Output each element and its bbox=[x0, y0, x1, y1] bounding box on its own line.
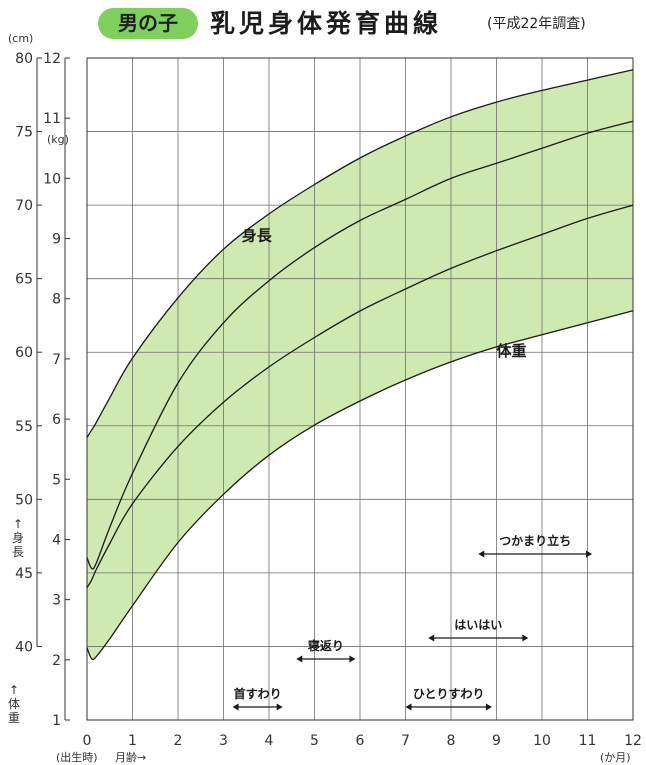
left-tick-label: 75 bbox=[15, 125, 33, 141]
curve-height-lower bbox=[86, 204, 634, 588]
milestone-arrow-right bbox=[485, 703, 492, 711]
right-axis-label: 重 bbox=[8, 711, 20, 725]
chart-header: 男の子 乳児身体発育曲線 (平成22年調査) bbox=[0, 0, 646, 44]
left-tick-label: 70 bbox=[15, 198, 33, 214]
left-tick-label: 40 bbox=[15, 639, 33, 655]
right-tick-label: 7 bbox=[52, 352, 61, 368]
left-axis-label: 身 bbox=[12, 530, 24, 545]
series-label-weight: 体重 bbox=[497, 342, 527, 360]
left-tick-label: 60 bbox=[15, 345, 33, 361]
series-label-height: 身長 bbox=[242, 227, 273, 245]
x-tick-label: 3 bbox=[219, 733, 228, 749]
gender-badge: 男の子 bbox=[98, 8, 198, 39]
milestone-arrow-right bbox=[522, 634, 529, 642]
right-axis-label: 体 bbox=[8, 697, 20, 711]
milestone-arrow-right bbox=[349, 655, 356, 663]
right-tick-label: 1 bbox=[52, 713, 61, 729]
survey-note: (平成22年調査) bbox=[487, 16, 586, 32]
x-tick-label: 6 bbox=[356, 733, 365, 749]
milestone-label: ひとりすわり bbox=[413, 687, 485, 701]
milestone-label: 首すわり bbox=[234, 686, 282, 701]
curve-height-upper bbox=[86, 69, 634, 438]
right-tick-label: 9 bbox=[52, 232, 61, 248]
milestone-label: はいはい bbox=[454, 618, 502, 632]
right-tick-label: 6 bbox=[52, 412, 61, 428]
x-tick-label: 0 bbox=[83, 733, 92, 749]
x-tick-label: 2 bbox=[174, 733, 183, 749]
left-tick-label: 45 bbox=[15, 566, 33, 582]
left-axis-unit: (cm) bbox=[8, 32, 33, 45]
x-axis-birth-label: (出生時) bbox=[56, 750, 98, 764]
right-tick-label: 10 bbox=[43, 171, 61, 187]
right-tick-label: 2 bbox=[52, 653, 61, 669]
x-tick-label: 12 bbox=[624, 733, 642, 749]
right-tick-label: 4 bbox=[52, 532, 61, 548]
x-tick-label: 7 bbox=[401, 733, 410, 749]
milestone-arrow-right bbox=[276, 703, 283, 711]
right-tick-label: 11 bbox=[43, 111, 61, 127]
right-tick-label: 12 bbox=[43, 51, 61, 67]
x-tick-label: 5 bbox=[310, 733, 319, 749]
milestone-arrow-left bbox=[428, 634, 435, 642]
x-tick-label: 9 bbox=[492, 733, 501, 749]
chart-title: 乳児身体発育曲線 bbox=[210, 9, 443, 38]
right-axis-label: ↑ bbox=[9, 683, 19, 697]
milestone-arrow-left bbox=[405, 703, 412, 711]
plot-border bbox=[86, 57, 634, 721]
left-tick-label: 50 bbox=[15, 492, 33, 508]
x-axis-label: 月齢→ bbox=[115, 750, 146, 764]
left-axis-label: ↑ bbox=[13, 517, 23, 531]
x-tick-label: 10 bbox=[533, 733, 551, 749]
milestone-label: つかまり立ち bbox=[499, 533, 571, 548]
right-axis-unit: (kg) bbox=[47, 133, 69, 146]
x-tick-label: 1 bbox=[128, 733, 137, 749]
x-tick-label: 4 bbox=[265, 733, 274, 749]
left-tick-label: 55 bbox=[15, 419, 33, 435]
milestone-arrow-right bbox=[586, 550, 593, 558]
curve-weight-upper bbox=[86, 120, 634, 570]
left-tick-label: 80 bbox=[15, 51, 33, 67]
x-tick-label: 8 bbox=[447, 733, 456, 749]
left-axis-label: 長 bbox=[12, 545, 24, 559]
milestone-arrow-left bbox=[478, 550, 485, 558]
milestone-label: 寝返り bbox=[308, 638, 344, 653]
right-tick-label: 8 bbox=[52, 292, 61, 308]
right-tick-label: 5 bbox=[52, 472, 61, 488]
curve-weight-lower bbox=[86, 310, 634, 661]
x-tick-label: 11 bbox=[579, 733, 597, 749]
milestone-arrow-left bbox=[296, 655, 303, 663]
milestone-arrow-left bbox=[232, 703, 239, 711]
x-axis-unit: (か月) bbox=[600, 751, 631, 764]
left-tick-label: 65 bbox=[15, 272, 33, 288]
right-tick-label: 3 bbox=[52, 593, 61, 609]
